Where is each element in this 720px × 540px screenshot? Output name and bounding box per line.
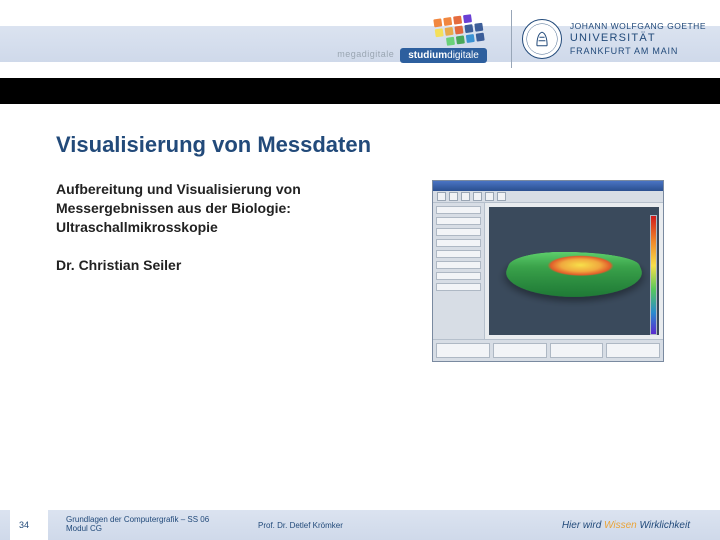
mega-squares-icon — [433, 12, 484, 46]
fig-bottom-control — [550, 343, 604, 358]
fig-toolbar-button — [485, 192, 494, 201]
footer: 34 Grundlagen der Computergrafik – SS 06… — [0, 510, 720, 540]
fig-sidebar — [433, 203, 485, 339]
footer-course-line2: Modul CG — [66, 525, 238, 534]
fig-3d-viewport — [489, 207, 659, 335]
fig-bottom-control — [436, 343, 490, 358]
university-text: JOHANN WOLFGANG GOETHE UNIVERSITÄT FRANK… — [570, 22, 706, 57]
text-column: Aufbereitung und Visualisierung von Mess… — [56, 180, 408, 273]
fig-surface-plot — [496, 252, 653, 297]
uni-line3: FRANKFURT AM MAIN — [570, 46, 706, 56]
slide-title: Visualisierung von Messdaten — [56, 132, 664, 158]
slide-number: 34 — [0, 520, 48, 530]
logo-studium-digitale: megadigitale studiumdigitale — [337, 16, 487, 63]
fig-toolbar-button — [473, 192, 482, 201]
visualization-screenshot — [432, 180, 664, 362]
fig-sidebar-control — [436, 250, 481, 258]
mega-square — [443, 16, 452, 25]
mega-square — [435, 28, 444, 37]
mega-square — [444, 26, 453, 35]
fig-sidebar-control — [436, 228, 481, 236]
mega-square — [476, 32, 485, 41]
motto-prefix: Hier wird — [562, 520, 604, 531]
fig-toolbar-button — [437, 192, 446, 201]
fig-toolbar-button — [497, 192, 506, 201]
fig-sidebar-control — [436, 217, 481, 225]
mega-square — [456, 35, 465, 44]
fig-sidebar-control — [436, 239, 481, 247]
mega-square — [474, 22, 483, 31]
header-logos: megadigitale studiumdigitale JOHANN WOLF… — [337, 0, 720, 78]
fig-toolbar-button — [449, 192, 458, 201]
fig-bottom-panel — [433, 339, 663, 361]
studium-bold: studium — [408, 50, 447, 61]
mega-square — [446, 36, 455, 45]
fig-body — [433, 203, 663, 339]
header-black-bar — [0, 78, 720, 104]
university-logo: JOHANN WOLFGANG GOETHE UNIVERSITÄT FRANK… — [522, 19, 720, 59]
fig-sidebar-control — [436, 261, 481, 269]
fig-sidebar-control — [436, 272, 481, 280]
slide-content: Visualisierung von Messdaten Aufbereitun… — [0, 104, 720, 362]
fig-titlebar — [433, 181, 663, 191]
fig-bottom-control — [606, 343, 660, 358]
megadigitale-label: megadigitale — [337, 49, 394, 59]
mega-square — [466, 33, 475, 42]
fig-sidebar-control — [436, 283, 481, 291]
footer-professor: Prof. Dr. Detlef Krömker — [238, 521, 343, 530]
mega-square — [433, 18, 442, 27]
fig-toolbar — [433, 191, 663, 203]
footer-course: Grundlagen der Computergrafik – SS 06 Mo… — [48, 516, 238, 534]
mega-square — [464, 24, 473, 33]
header: megadigitale studiumdigitale JOHANN WOLF… — [0, 0, 720, 78]
mega-square — [453, 15, 462, 24]
mega-square — [454, 25, 463, 34]
body-row: Aufbereitung und Visualisierung von Mess… — [56, 180, 664, 362]
header-divider — [511, 10, 512, 68]
footer-motto: Hier wird Wissen Wirklichkeit — [562, 520, 720, 531]
fig-sidebar-control — [436, 206, 481, 214]
mega-square — [463, 14, 472, 23]
university-seal-icon — [522, 19, 562, 59]
slide-subtitle: Aufbereitung und Visualisierung von Mess… — [56, 180, 346, 237]
motto-accent: Wissen — [604, 520, 637, 531]
slide-author: Dr. Christian Seiler — [56, 257, 408, 273]
fig-bottom-control — [493, 343, 547, 358]
uni-line1: JOHANN WOLFGANG GOETHE — [570, 22, 706, 32]
fig-colorbar — [650, 215, 657, 335]
studium-suffix: digitale — [447, 50, 479, 61]
studium-digitale-badge: studiumdigitale — [400, 48, 487, 63]
fig-toolbar-button — [461, 192, 470, 201]
motto-suffix: Wirklichkeit — [637, 520, 690, 531]
uni-line2: UNIVERSITÄT — [570, 32, 706, 45]
